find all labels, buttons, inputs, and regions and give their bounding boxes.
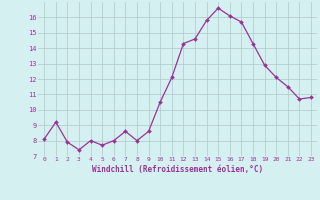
X-axis label: Windchill (Refroidissement éolien,°C): Windchill (Refroidissement éolien,°C)	[92, 165, 263, 174]
